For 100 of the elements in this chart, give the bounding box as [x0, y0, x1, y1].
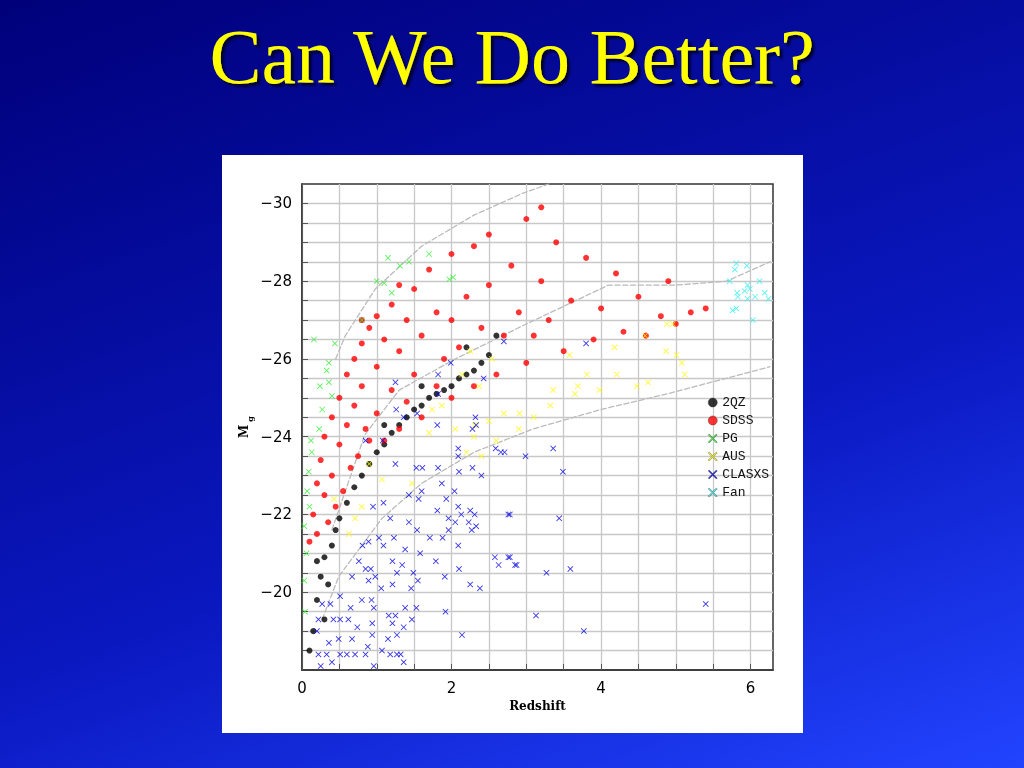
point [352, 515, 359, 522]
point [463, 371, 470, 378]
point [550, 387, 557, 394]
point [328, 542, 335, 549]
point [418, 402, 425, 409]
point [305, 468, 312, 475]
point [306, 647, 313, 654]
point [485, 418, 492, 425]
point [313, 597, 320, 604]
x-tick-label: 4 [596, 678, 606, 697]
x-tick-label: 0 [297, 678, 307, 697]
point [450, 274, 457, 281]
point [346, 530, 353, 537]
point [448, 383, 455, 390]
point [566, 352, 573, 359]
point [596, 387, 603, 394]
point [358, 503, 365, 510]
point [645, 379, 652, 386]
point [429, 406, 436, 413]
point [328, 392, 335, 399]
y-tick-label: −24 [260, 427, 292, 446]
point [396, 262, 403, 269]
point [313, 558, 320, 565]
point [673, 352, 680, 359]
line-series [334, 183, 550, 360]
point [373, 278, 380, 285]
point [438, 402, 445, 409]
point [446, 276, 453, 283]
point [663, 320, 670, 327]
point [741, 287, 748, 294]
point [317, 573, 324, 580]
point [351, 484, 358, 491]
x-tick-label: 6 [745, 678, 756, 697]
point [530, 414, 537, 421]
point [515, 425, 522, 432]
point [456, 375, 462, 382]
x-tick-label: 2 [446, 678, 457, 697]
point [379, 476, 385, 483]
legend-label: 2QZ [722, 395, 746, 410]
point [325, 581, 332, 588]
y-tick-label: −22 [260, 505, 292, 524]
point [384, 254, 391, 261]
point [358, 472, 365, 479]
y-tick-label: −26 [260, 349, 292, 368]
legend-label: Fan [722, 485, 746, 500]
point [426, 250, 433, 257]
point [467, 348, 474, 355]
point [478, 453, 485, 460]
legend-label: SDSS [722, 413, 754, 428]
point [761, 289, 768, 296]
point [388, 289, 395, 296]
x-axis-title: Redshift [509, 699, 567, 713]
point [500, 410, 507, 417]
point [458, 371, 465, 378]
chart-title: Can We Do Better? [209, 12, 815, 100]
point [304, 488, 311, 495]
point [574, 383, 581, 390]
point [332, 527, 339, 534]
point [405, 258, 412, 265]
point [426, 429, 433, 436]
point [321, 554, 328, 561]
point [476, 383, 483, 390]
point [316, 425, 323, 432]
point [316, 383, 323, 390]
point [478, 359, 485, 366]
point [343, 499, 350, 506]
legend-label: CLASXS [722, 467, 770, 482]
point [301, 523, 308, 530]
point [441, 387, 448, 394]
point [749, 317, 756, 324]
point [470, 433, 477, 440]
point [746, 285, 753, 292]
point [734, 293, 741, 300]
y-tick-label: −28 [260, 272, 292, 291]
y-tick-label: −30 [260, 194, 292, 213]
point [331, 495, 338, 502]
y-axis-title: Mg [237, 415, 255, 438]
point [633, 383, 640, 390]
point [408, 480, 415, 487]
point [308, 449, 315, 456]
line-series [331, 261, 771, 531]
legend-label: PG [722, 431, 738, 446]
point [381, 280, 388, 287]
point [325, 379, 332, 386]
point [310, 336, 317, 343]
point [744, 282, 751, 289]
point [663, 348, 670, 355]
point [381, 422, 388, 429]
point [493, 332, 500, 339]
point [373, 449, 380, 456]
point [678, 359, 685, 366]
point [321, 616, 328, 623]
point [726, 278, 733, 285]
point [426, 394, 433, 401]
point [336, 515, 343, 522]
point [331, 340, 338, 347]
point [470, 367, 477, 374]
y-tick-label: −20 [260, 583, 292, 602]
point [388, 429, 395, 436]
point [743, 262, 750, 269]
